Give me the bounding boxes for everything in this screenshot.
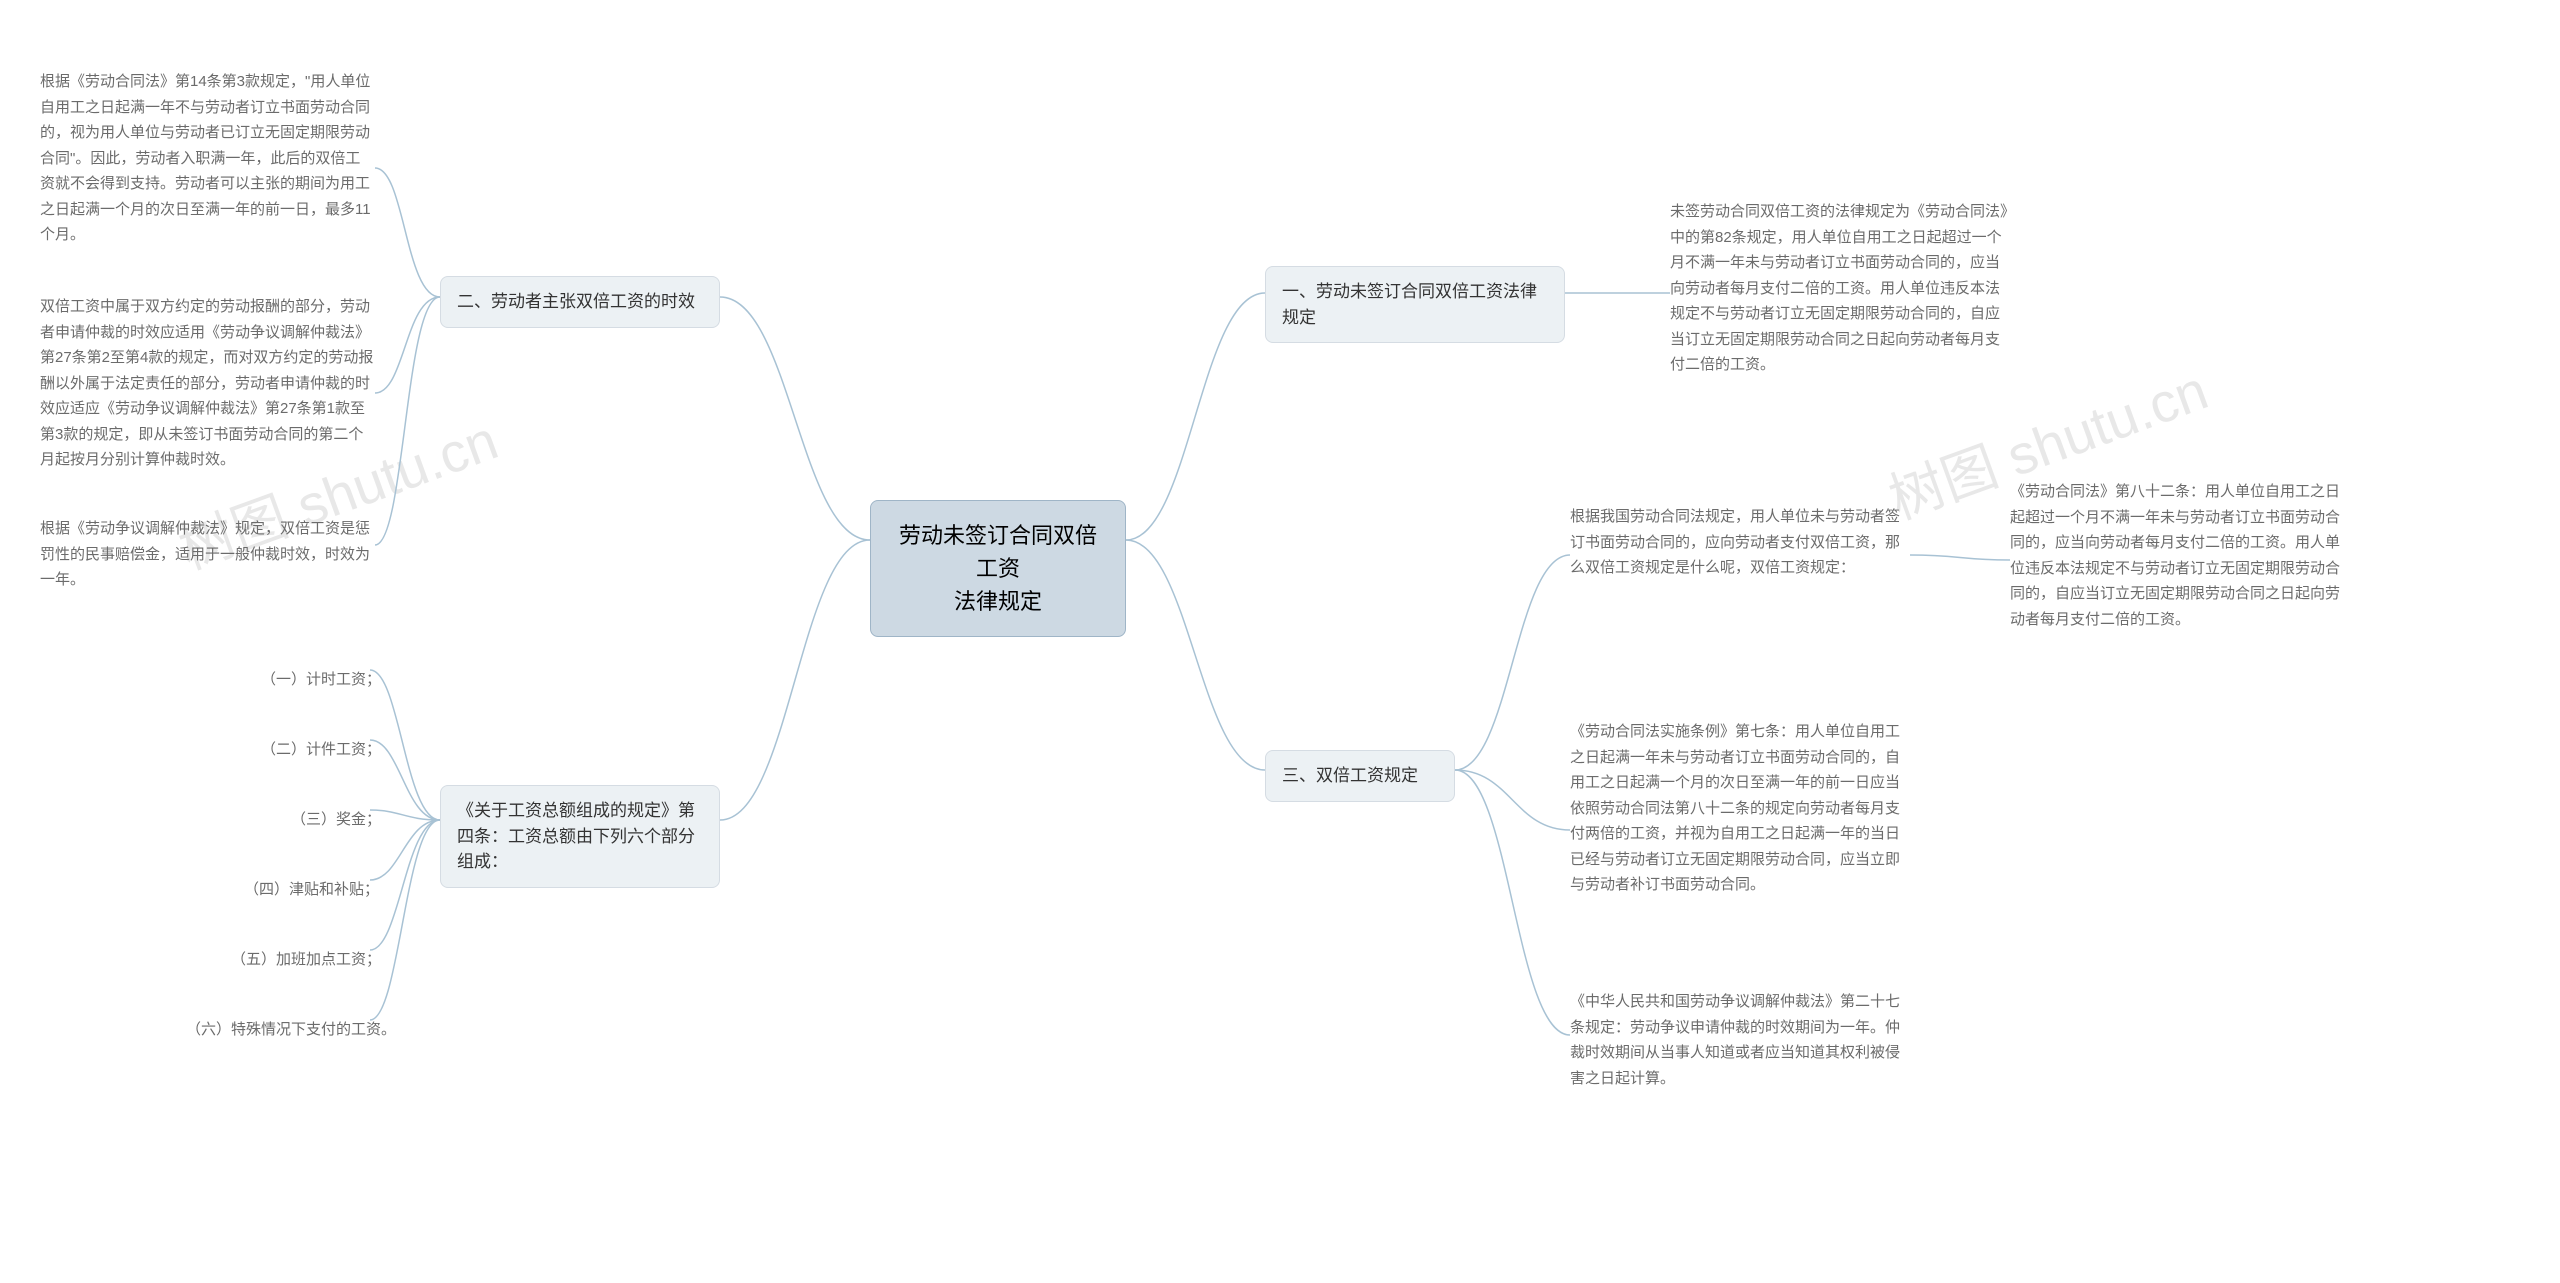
leaf-section3-2: 《劳动合同法实施条例》第七条：用人单位自用工之日起满一年未与劳动者订立书面劳动合… xyxy=(1570,715,1910,902)
section4-title: 《关于工资总额组成的规定》第四条：工资总额由下列六个部分组成： xyxy=(457,801,695,871)
leaf-section4-item-0: （一）计时工资； xyxy=(245,655,397,705)
root-title-line1: 劳动未签订合同双倍工资 xyxy=(895,519,1101,585)
branch-section4: 《关于工资总额组成的规定》第四条：工资总额由下列六个部分组成： xyxy=(440,785,720,888)
section3-title: 三、双倍工资规定 xyxy=(1282,766,1418,785)
leaf-section2-1: 根据《劳动合同法》第14条第3款规定，"用人单位自用工之日起满一年不与劳动者订立… xyxy=(40,65,375,252)
leaf-section2-2: 双倍工资中属于双方约定的劳动报酬的部分，劳动者申请仲裁的时效应适用《劳动争议调解… xyxy=(40,290,375,477)
section2-title: 二、劳动者主张双倍工资的时效 xyxy=(457,292,695,311)
leaf-section3-1-sub: 《劳动合同法》第八十二条：用人单位自用工之日起超过一个月不满一年未与劳动者订立书… xyxy=(2010,475,2350,636)
leaf-section3-1: 根据我国劳动合同法规定，用人单位未与劳动者签订书面劳动合同的，应向劳动者支付双倍… xyxy=(1570,500,1910,585)
root-title-line2: 法律规定 xyxy=(895,585,1101,618)
section1-title: 一、劳动未签订合同双倍工资法律规定 xyxy=(1282,282,1537,327)
branch-section1: 一、劳动未签订合同双倍工资法律规定 xyxy=(1265,266,1565,343)
root-node: 劳动未签订合同双倍工资 法律规定 xyxy=(870,500,1126,637)
leaf-section4-item-1: （二）计件工资； xyxy=(245,725,397,775)
branch-section2: 二、劳动者主张双倍工资的时效 xyxy=(440,276,720,328)
leaf-section4-item-4: （五）加班加点工资； xyxy=(215,935,397,985)
branch-section3: 三、双倍工资规定 xyxy=(1265,750,1455,802)
leaf-section1: 未签劳动合同双倍工资的法律规定为《劳动合同法》中的第82条规定，用人单位自用工之… xyxy=(1670,195,2010,382)
leaf-section4-item-2: （三）奖金； xyxy=(275,795,397,845)
leaf-section3-3: 《中华人民共和国劳动争议调解仲裁法》第二十七条规定：劳动争议申请仲裁的时效期间为… xyxy=(1570,985,1910,1095)
leaf-section4-item-5: （六）特殊情况下支付的工资。 xyxy=(170,1005,412,1055)
leaf-section4-item-3: （四）津贴和补贴； xyxy=(228,865,395,915)
connector-lines xyxy=(0,0,2560,1283)
leaf-section2-3: 根据《劳动争议调解仲裁法》规定，双倍工资是惩罚性的民事赔偿金，适用于一般仲裁时效… xyxy=(40,512,375,597)
